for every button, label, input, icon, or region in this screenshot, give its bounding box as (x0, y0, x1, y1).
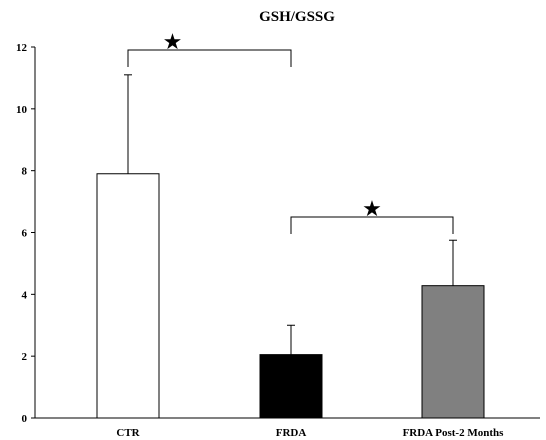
y-tick-label: 6 (22, 228, 28, 240)
significance-bracket (290, 216, 454, 234)
bar (259, 354, 323, 419)
y-tick-label: 8 (22, 166, 28, 178)
category-labels: CTR FRDA FRDA Post-2 Months (116, 427, 504, 439)
bars (96, 74, 485, 419)
y-ticks: 0 2 4 6 8 10 12 (16, 42, 35, 425)
significance-bracket (127, 49, 292, 67)
y-tick-label: 0 (22, 413, 28, 425)
y-tick-label: 2 (22, 351, 28, 363)
significance-brackets: ★★ (127, 30, 454, 234)
y-tick-label: 12 (16, 42, 28, 54)
chart-title: GSH/GSSG (259, 9, 335, 25)
y-tick-label: 10 (16, 104, 28, 116)
bar (421, 285, 485, 419)
bar (96, 173, 160, 419)
significance-star-icon: ★ (362, 197, 382, 222)
category-label: FRDA Post-2 Months (403, 427, 505, 439)
y-tick-label: 4 (22, 289, 28, 301)
significance-star-icon: ★ (163, 30, 183, 55)
category-label: CTR (116, 427, 140, 439)
category-label: FRDA (276, 427, 307, 439)
